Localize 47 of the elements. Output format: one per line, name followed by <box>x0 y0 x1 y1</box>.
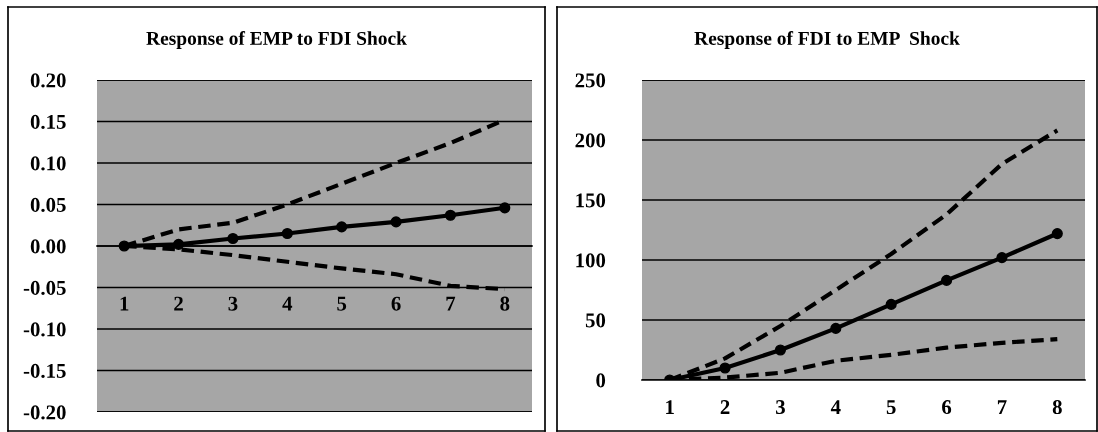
y-tick-label: -0.10 <box>23 322 66 337</box>
point <box>281 227 293 240</box>
x-tick-label: 7 <box>446 296 456 311</box>
point <box>996 252 1008 264</box>
x-tick-label: 7 <box>997 400 1007 414</box>
y-tick-label: 0.20 <box>30 73 66 88</box>
point <box>390 216 402 228</box>
x-tick-label: 1 <box>666 400 674 414</box>
x-tick-label: 5 <box>886 400 896 415</box>
point <box>774 344 786 356</box>
y-tick-label: 0.10 <box>30 156 66 171</box>
y-tick-label: 0.15 <box>30 114 66 130</box>
point <box>444 209 456 221</box>
y-tick-label: 100 <box>576 253 606 268</box>
point <box>336 221 348 233</box>
point <box>830 322 842 334</box>
y-tick-label: -0.20 <box>23 405 66 420</box>
y-tick-label: 0.00 <box>30 239 66 254</box>
x-tick-label: 3 <box>776 400 785 415</box>
point <box>227 232 239 245</box>
y-tick-label: 200 <box>575 133 606 148</box>
x-tick-label: 5 <box>337 296 347 311</box>
y-tick-label: 0 <box>596 373 606 388</box>
x-tick-label: 8 <box>500 296 510 311</box>
x-tick-label: 2 <box>720 400 730 414</box>
x-tick-label: 8 <box>1052 400 1062 415</box>
y-tick-label: 0.05 <box>30 197 66 213</box>
point <box>941 274 953 286</box>
x-tick-label: 1 <box>120 296 129 311</box>
point <box>499 202 511 214</box>
x-tick-label: 6 <box>391 296 401 311</box>
point <box>885 298 897 310</box>
x-tick-label: 4 <box>830 400 841 414</box>
x-tick-label: 6 <box>942 400 952 415</box>
y-tick-label: -0.15 <box>23 363 66 379</box>
y-tick-label: 50 <box>585 313 606 328</box>
x-tick-label: 2 <box>174 296 183 311</box>
y-tick-label: -0.05 <box>23 280 66 296</box>
point <box>173 238 185 250</box>
chart-title: Response of EMP to FDI Shock <box>146 31 407 49</box>
point <box>719 362 731 374</box>
x-tick-label: 4 <box>282 296 293 311</box>
y-tick-label: 150 <box>576 193 606 208</box>
chart-title: Response of FDI to EMP Shock <box>694 31 960 49</box>
x-tick-label: 3 <box>228 296 238 311</box>
y-tick-label: 250 <box>575 73 606 88</box>
point <box>1051 228 1063 240</box>
